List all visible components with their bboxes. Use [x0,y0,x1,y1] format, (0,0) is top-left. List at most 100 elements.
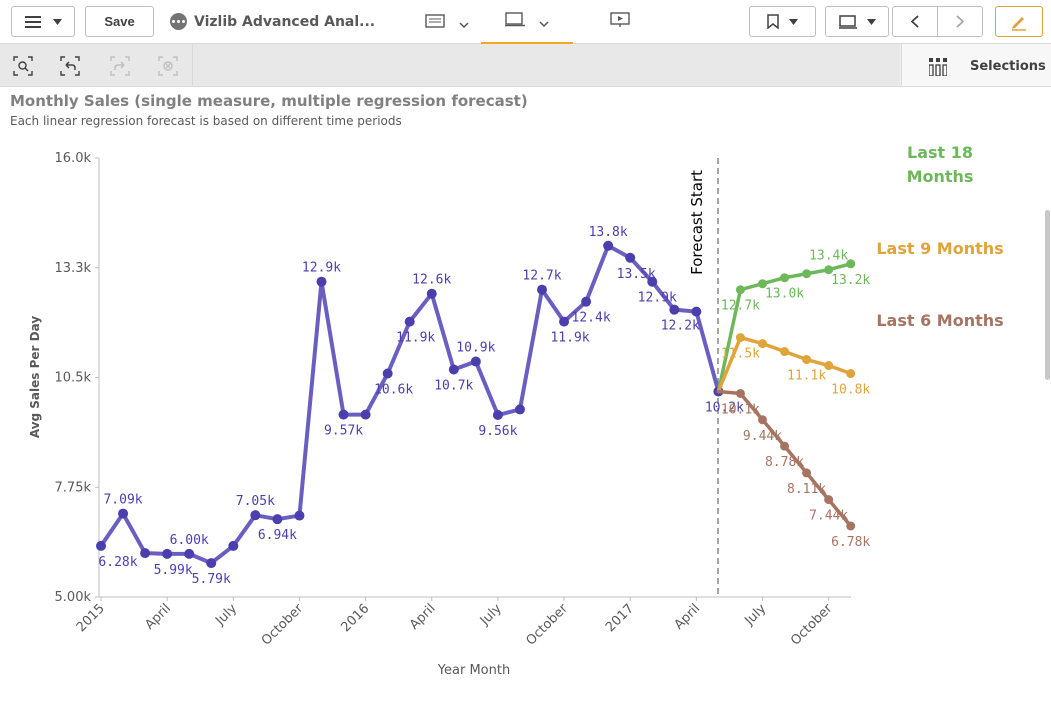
smart-search-icon[interactable] [13,56,33,76]
data-point-actual [360,409,371,420]
data-point-actual [426,288,437,299]
data-label-last18: 13.0k [765,287,804,302]
data-label-last9: 11.1k [787,369,826,384]
x-tick-label: July [741,601,769,629]
selections-label: Selections [970,59,1046,74]
forecast-start-annotation: Forecast Start [688,170,706,275]
data-label-last6: 8.11k [787,482,826,497]
main-menu-button[interactable] [11,6,75,37]
data-point-actual [184,548,195,559]
data-point-actual [272,514,283,525]
chevron-right-icon [956,15,964,28]
y-tick-label: 10.5k [55,371,92,386]
tab-sheet[interactable] [481,0,573,44]
data-point-actual [581,296,592,307]
data-point-last18 [846,259,856,269]
y-tick-label: 5.00k [55,590,92,605]
data-label-actual: 11.9k [396,331,435,346]
data-label-actual: 6.00k [170,533,209,548]
data-point-actual [691,306,702,317]
x-tick-label: 2017 [603,601,637,635]
line-chart[interactable]: 5.00k 7.75k 10.5k 13.3k 16.0k Avg Sales Per D… [0,130,1051,708]
data-point-last6 [780,441,790,451]
data-point-actual [470,356,481,367]
edit-sheet-button[interactable] [995,6,1043,37]
step-back-icon[interactable] [60,56,80,76]
selection-tools [0,44,193,86]
data-point-actual [404,316,415,327]
tab-storytelling[interactable] [598,0,642,44]
chart-subtitle: Each linear regression forecast is based… [10,114,402,128]
data-point-last9 [780,347,790,357]
data-point-last18 [802,269,812,279]
data-point-last6 [846,521,856,531]
selections-button[interactable]: Selections [901,44,1051,86]
data-label-actual: 12.7k [522,269,561,284]
data-label-last6: 9.44k [743,429,782,444]
more-options-icon [170,13,187,30]
app-title: Vizlib Advanced Anal... [194,13,376,30]
chevron-down-icon [789,18,798,25]
data-point-actual [448,364,459,375]
data-label-last9: 10.8k [831,383,870,398]
data-point-actual [537,284,547,295]
data-label-actual: 5.79k [192,572,231,587]
data-model-icon [425,13,445,32]
data-point-actual [250,510,261,521]
data-label-last6: 8.78k [765,455,804,470]
selection-bar-fill [193,44,900,86]
data-point-actual [294,510,305,521]
data-label-actual: 12.9k [302,261,341,276]
data-point-last9 [824,361,834,371]
vertical-scrollbar[interactable] [1045,210,1050,380]
next-sheet-button[interactable] [937,6,983,37]
data-label-actual: 13.5k [617,267,656,282]
data-point-actual [647,276,658,287]
data-label-actual: 5.99k [154,563,193,578]
step-forward-icon [110,56,130,76]
data-label-actual: 11.9k [550,331,589,346]
selections-icon [928,58,948,80]
data-point-actual [316,276,327,287]
data-label-actual: 10.7k [434,379,473,394]
chevron-down-icon [52,18,62,25]
data-label-actual: 13.8k [589,225,628,240]
data-label-actual: 9.56k [478,424,517,439]
x-tick-label: October [523,601,571,649]
series-line-actual [99,243,721,566]
data-point-actual [514,404,525,415]
data-label-actual: 10.6k [374,383,413,398]
data-point-last18 [780,273,790,283]
x-tick-label: October [259,601,307,649]
bookmarks-button[interactable] [749,6,816,37]
data-point-actual [625,252,636,263]
save-button[interactable]: Save [85,6,154,37]
data-point-last6 [735,388,745,398]
data-point-actual [118,508,129,519]
app-title-menu[interactable]: Vizlib Advanced Anal... [170,13,375,30]
data-label-actual: 7.05k [236,494,275,509]
y-tick-label: 7.75k [55,480,92,495]
x-axis-title: Year Month [437,663,510,678]
data-label-actual: 12.4k [572,311,611,326]
data-label-actual: 10.2k [705,400,744,415]
x-tick-label: July [212,601,240,629]
data-label-last6: 7.44k [809,509,848,524]
x-tick-label: April [142,601,174,633]
data-point-actual [228,540,239,551]
data-label-actual: 10.9k [456,341,495,356]
data-point-last18 [824,265,834,275]
data-point-actual [96,540,106,551]
data-point-last9 [758,339,767,349]
tab-data-model[interactable] [416,0,478,44]
data-point-actual [206,558,217,569]
data-point-actual [603,240,614,251]
data-point-actual [559,316,570,327]
previous-sheet-button[interactable] [892,6,938,37]
clear-selections-icon [158,56,178,76]
data-label-last18: 13.2k [831,273,870,288]
pencil-icon [1010,13,1028,31]
x-tick-label: April [672,601,704,633]
sheets-menu-button[interactable] [825,6,889,37]
data-label-last18: 12.7k [721,299,760,314]
